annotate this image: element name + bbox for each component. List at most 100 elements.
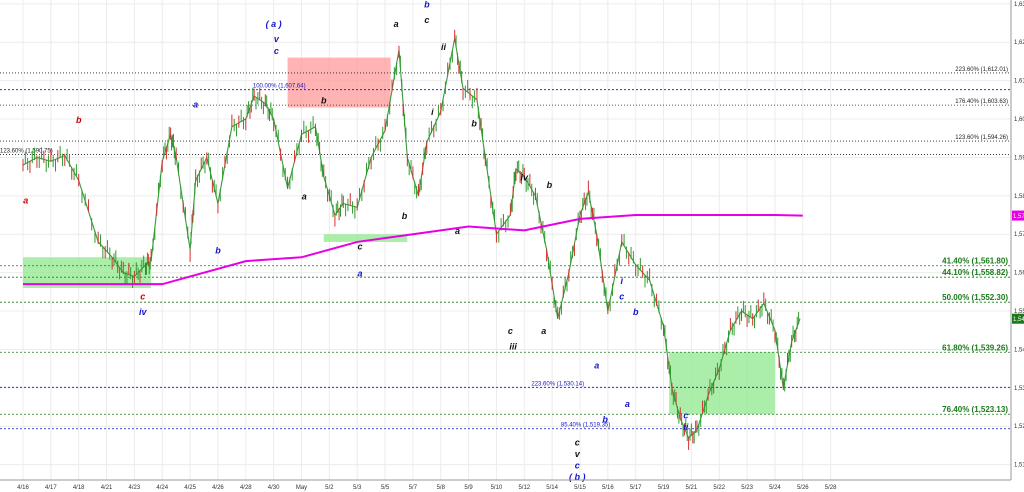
x-tick-label: May (296, 485, 307, 491)
wave-label: b (547, 180, 553, 190)
wave-label: c (508, 326, 513, 336)
zones (23, 57, 775, 415)
wave-label: ( b ) (569, 472, 586, 482)
ma-value-label: 1,574.86 (1013, 214, 1024, 220)
zone-rect (287, 57, 391, 108)
wave-label: ii (683, 422, 689, 432)
price-series (22, 29, 801, 450)
x-tick-label: 5/15 (574, 485, 586, 491)
wave-label: c (619, 292, 624, 302)
wave-label: c (357, 242, 362, 252)
wave-label: b (424, 0, 430, 10)
ma-value-tag (1012, 210, 1024, 221)
x-tick-label: 4/24 (156, 485, 168, 491)
wave-label: a (455, 226, 460, 236)
x-tick-label: 5/26 (797, 485, 809, 491)
y-tick-label: 1,630.00 (1014, 2, 1024, 8)
wave-label: b (602, 414, 608, 424)
x-tick-label: 5/17 (630, 485, 642, 491)
last-price-tag (1012, 313, 1024, 324)
x-tick-label: 4/23 (129, 485, 141, 491)
wave-label: b (215, 245, 221, 255)
fib-level-green-label: 44.10% (1,558.82) (942, 268, 1008, 277)
x-tick-label: 5/14 (546, 485, 558, 491)
fib-levels: 41.40% (1,561.80) 44.10% (1,558.82) 50.00%… (0, 67, 1011, 430)
wave-label: a (357, 268, 362, 278)
wave-label: ( a ) (266, 19, 282, 29)
x-tick-label: 5/21 (686, 485, 698, 491)
wave-label: c (575, 460, 580, 470)
x-tick-label: 5/10 (491, 485, 503, 491)
x-tick-label: 4/21 (101, 485, 113, 491)
fib-level-black-label: 223.60% (1,612.01) (955, 67, 1008, 73)
fib-level-green-label: 41.40% (1,561.80) (942, 257, 1008, 266)
wave-label: b (76, 115, 82, 125)
fib-level-blue-label: 223.60% (1,530.14) (531, 381, 584, 387)
wave-label: c (140, 292, 145, 302)
x-tick-label: 4/26 (212, 485, 224, 491)
x-tick-label: 4/17 (45, 485, 57, 491)
last-price-label: 1,548.00 (1013, 317, 1024, 323)
fib-level-blue-label: 85.40% (1,519.35) (561, 423, 610, 429)
fib-level-green-label: 50.00% (1,552.30) (942, 293, 1008, 302)
wave-label: a (302, 192, 307, 202)
y-tick-label: 1,610.00 (1014, 79, 1024, 85)
y-tick-label: 1,530.00 (1014, 386, 1024, 392)
wave-label: a (594, 361, 599, 371)
wave-label: a (625, 399, 630, 409)
zone-rect (669, 352, 775, 415)
wave-label: b (633, 307, 639, 317)
y-tick-label: 1,620.00 (1014, 40, 1024, 46)
wave-label: iii (509, 341, 517, 351)
x-tick-label: 5/23 (741, 485, 753, 491)
y-tick-label: 1,550.00 (1014, 309, 1024, 315)
x-tick-label: 5/7 (409, 485, 418, 491)
x-tick-label: 5/19 (658, 485, 670, 491)
moving-average-line (23, 214, 803, 286)
fib-level-blue-label: 100.00% (1,607.64) (253, 84, 306, 90)
wave-label: c (274, 46, 279, 56)
wave-label: v (575, 449, 581, 459)
x-tick-label: 4/25 (184, 485, 196, 491)
x-tick-label: 5/3 (353, 485, 362, 491)
wave-label: b (402, 211, 408, 221)
wave-label: i (621, 276, 624, 286)
wave-label: b (321, 96, 327, 106)
wave-label: c (575, 437, 580, 447)
x-tick-label: 5/5 (381, 485, 390, 491)
fib-level-green-label: 76.40% (1,523.13) (942, 405, 1008, 414)
x-tick-label: 4/18 (73, 485, 85, 491)
fib-level-black-label: 123.60% (1,590.75) (0, 149, 53, 155)
moving-average (23, 214, 803, 286)
x-tick-label: 5/22 (713, 485, 725, 491)
wave-label: a (394, 19, 399, 29)
wave-label: i (431, 107, 434, 117)
x-tick-label: 4/28 (240, 485, 252, 491)
x-tick-label: 4/16 (17, 485, 29, 491)
fib-level-black-label: 176.40% (1,603.63) (955, 99, 1008, 105)
y-tick-label: 1,580.00 (1014, 194, 1024, 200)
x-tick-label: 5/9 (464, 485, 473, 491)
fib-level-green-label: 61.80% (1,539.26) (942, 343, 1008, 352)
x-tick-label: 5/28 (825, 485, 837, 491)
x-tick-label: 5/24 (769, 485, 781, 491)
x-tick-label: 5/12 (518, 485, 530, 491)
wave-label: iv (521, 172, 530, 182)
wave-label: c (424, 15, 429, 25)
zone-rect (23, 257, 152, 288)
x-tick-label: 4/30 (268, 485, 280, 491)
y-tick-label: 1,560.00 (1014, 271, 1024, 277)
wave-label: b (471, 119, 477, 129)
zone-rect (323, 234, 408, 242)
wave-label: a (23, 196, 28, 206)
fib-level-black-label: 123.60% (1,594.26) (955, 135, 1008, 141)
wave-label: c (683, 411, 688, 421)
wave-label: ii (441, 42, 447, 52)
y-tick-label: 1,510.00 (1014, 463, 1024, 469)
x-tick-label: 5/8 (437, 485, 446, 491)
wave-label: a (541, 326, 546, 336)
y-tick-label: 1,600.00 (1014, 117, 1024, 123)
